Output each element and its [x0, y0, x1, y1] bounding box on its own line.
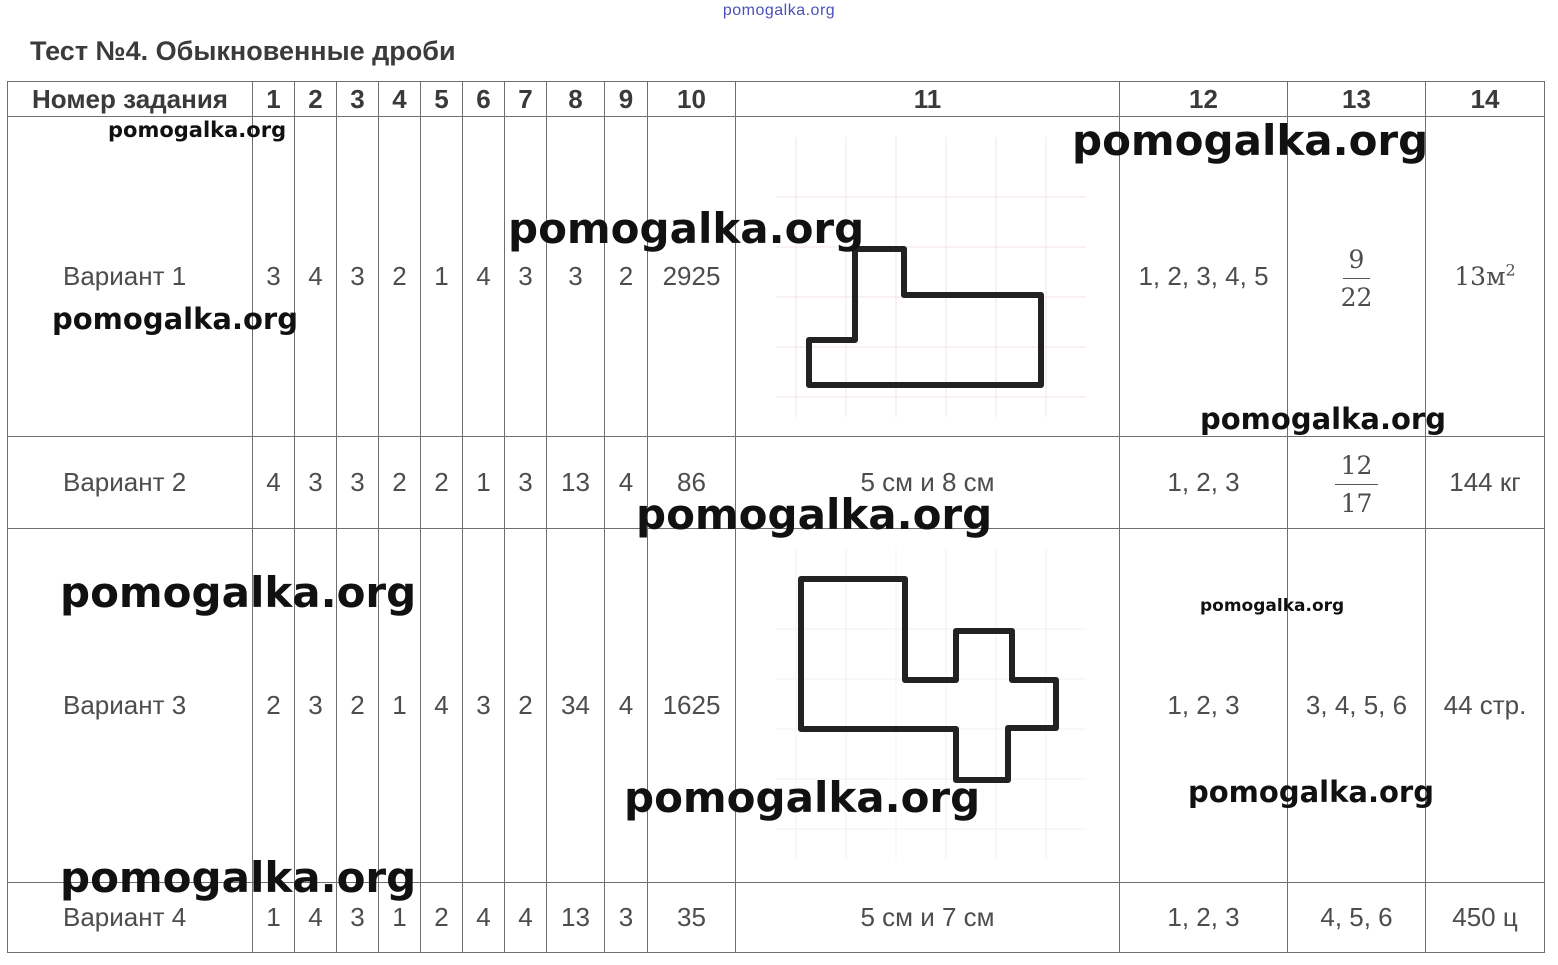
site-header-link[interactable]: pomogalka.org [722, 2, 836, 19]
answer-cell: 4 [604, 436, 648, 529]
header-task-number: Номер задания [7, 81, 253, 117]
answer-cell: 1, 2, 3 [1119, 528, 1288, 883]
fraction-numerator: 12 [1334, 453, 1379, 485]
answer-cell: 4 [462, 882, 505, 953]
answer-cell: 2 [604, 116, 648, 437]
watermark: pomogalka.org [1188, 775, 1434, 809]
answer-cell: 4 [462, 116, 505, 437]
header-col-12: 12 [1119, 81, 1288, 117]
table-row-variant-2: Вариант 2 4 3 3 2 2 1 3 13 4 86 5 см и 8… [7, 436, 1545, 529]
watermark: pomogalka.org [636, 490, 993, 539]
watermark: pomogalka.org [52, 302, 298, 336]
answer-cell: 3, 4, 5, 6 [1287, 528, 1426, 883]
answers-table: Номер задания 1 2 3 4 5 6 7 8 9 10 11 12… [7, 81, 1545, 953]
answer-cell: 1 [252, 882, 295, 953]
page-title: Тест №4. Обыкновенные дроби [30, 36, 456, 66]
answer-cell: 3 [336, 436, 379, 529]
watermark: pomogalka.org [1072, 116, 1429, 165]
fraction-cell: 12 17 [1287, 436, 1426, 529]
watermark: pomogalka.org [1200, 402, 1446, 436]
watermark: pomogalka.org [60, 853, 417, 902]
watermark: pomogalka.org [508, 204, 865, 253]
answer-cell: 450 ц [1425, 882, 1545, 953]
header-col-13: 13 [1287, 81, 1426, 117]
answer-cell: 1, 2, 3, 4, 5 [1119, 116, 1288, 437]
area-exponent: 2 [1505, 260, 1516, 280]
header-col-8: 8 [546, 81, 605, 117]
answer-cell: 13 [546, 436, 605, 529]
answer-cell: 2925 [647, 116, 736, 437]
answer-cell: 4 [604, 528, 648, 883]
answer-cell: 4 [504, 882, 547, 953]
area-cell: 13м2 [1425, 116, 1545, 437]
header-col-5: 5 [420, 81, 463, 117]
answer-cell: 3 [546, 116, 605, 437]
answer-cell: 1625 [647, 528, 736, 883]
header-col-14: 14 [1425, 81, 1545, 117]
answer-cell: 3 [336, 116, 379, 437]
answer-cell: 3 [294, 436, 337, 529]
fraction: 9 22 [1341, 247, 1373, 310]
watermark: pomogalka.org [624, 773, 981, 822]
answer-cell: 3 [462, 528, 505, 883]
fraction-numerator: 9 [1342, 247, 1371, 279]
variant-label: Вариант 1 [7, 116, 253, 437]
answer-cell: 1 [462, 436, 505, 529]
area-base: 13м [1454, 262, 1506, 292]
answer-cell: 2 [378, 436, 421, 529]
answer-cell: 3 [604, 882, 648, 953]
variant-label: Вариант 2 [7, 436, 253, 529]
answer-cell: 3 [252, 116, 295, 437]
figure-cell-variant-3 [735, 528, 1120, 883]
answer-cell: 2 [504, 528, 547, 883]
header-col-1: 1 [252, 81, 295, 117]
area-value: 13м2 [1454, 260, 1516, 292]
answer-cell: 4 [294, 116, 337, 437]
answer-cell: 2 [336, 528, 379, 883]
answer-cell: 144 кг [1425, 436, 1545, 529]
header-col-2: 2 [294, 81, 337, 117]
fraction-denominator: 22 [1340, 282, 1373, 312]
answer-cell: 3 [294, 528, 337, 883]
table-header-row: Номер задания 1 2 3 4 5 6 7 8 9 10 11 12… [7, 81, 1545, 117]
answer-cell: 4 [420, 528, 463, 883]
answer-cell: 4 [252, 436, 295, 529]
header-col-4: 4 [378, 81, 421, 117]
header-col-6: 6 [462, 81, 505, 117]
answer-cell: 13 [546, 882, 605, 953]
answer-cell: 2 [420, 436, 463, 529]
answer-cell: 44 стр. [1425, 528, 1545, 883]
header-col-11: 11 [735, 81, 1120, 117]
watermark: pomogalka.org [108, 118, 287, 142]
answer-cell: 35 [647, 882, 736, 953]
header-col-7: 7 [504, 81, 547, 117]
header-col-3: 3 [336, 81, 379, 117]
header-col-9: 9 [604, 81, 648, 117]
answer-cell: 1, 2, 3 [1119, 436, 1288, 529]
answer-cell: 5 см и 8 см [735, 436, 1120, 529]
header-col-10: 10 [647, 81, 736, 117]
answer-cell: 2 [420, 882, 463, 953]
table-row-variant-4: Вариант 4 1 4 3 1 2 4 4 13 3 35 5 см и 7… [7, 882, 1545, 953]
l-shape-figure [776, 137, 1086, 417]
fraction: 12 17 [1334, 453, 1379, 518]
table-row-variant-3: Вариант 3 2 3 2 1 4 3 2 34 4 1625 1, 2, … [7, 528, 1545, 883]
watermark: pomogalka.org [60, 568, 417, 617]
figure-cell-variant-1 [735, 116, 1120, 437]
table-row-variant-1: Вариант 1 3 4 3 2 1 4 3 3 2 2925 1, 2, 3… [7, 116, 1545, 437]
answer-cell: 4, 5, 6 [1287, 882, 1426, 953]
answer-cell: 1 [420, 116, 463, 437]
answer-cell: 1, 2, 3 [1119, 882, 1288, 953]
answer-cell: 5 см и 7 см [735, 882, 1120, 953]
answer-cell: 2 [378, 116, 421, 437]
answer-cell: 3 [504, 116, 547, 437]
watermark: pomogalka.org [1200, 596, 1345, 616]
answer-cell: 3 [504, 436, 547, 529]
answer-cell: 34 [546, 528, 605, 883]
answer-cell: 3 [336, 882, 379, 953]
cross-shape-figure [776, 549, 1086, 859]
fraction-denominator: 17 [1340, 488, 1373, 518]
variant-label: Вариант 4 [7, 882, 253, 953]
answer-cell: 86 [647, 436, 736, 529]
